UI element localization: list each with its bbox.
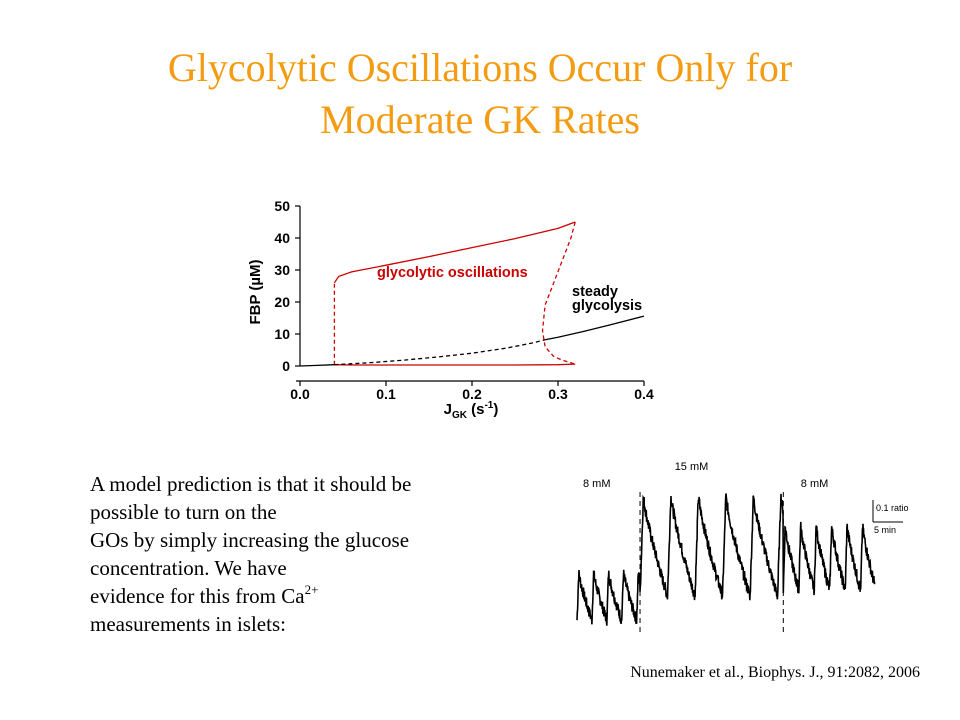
x-tick-label: 0.3 — [548, 386, 568, 402]
x-axis-label-unit: (s — [471, 401, 484, 418]
glucose-label: 8 mM — [801, 478, 829, 490]
calcium-superscript: 2+ — [304, 582, 319, 597]
x-axis-label-close: ) — [493, 401, 498, 418]
x-tick-label: 0.4 — [634, 386, 654, 402]
y-tick-label: 40 — [274, 230, 290, 246]
body-line-1: A model prediction is that it should be — [90, 472, 412, 496]
calcium-trace-annotations: 8 mM 15 mM 8 mM 0.1 ratio 5 min — [583, 461, 909, 632]
calcium-trace-series — [576, 493, 876, 626]
series-steady-stable-left — [299, 364, 335, 367]
body-line-5: evidence for this from Ca2+ — [90, 582, 520, 610]
title-line-2: Moderate GK Rates — [320, 97, 640, 142]
calcium-trace-line — [576, 493, 876, 626]
series-steady-unstable — [334, 339, 546, 366]
body-line-4: concentration. We have — [90, 556, 287, 580]
annotation-glycolysis: glycolysis — [572, 298, 642, 314]
title-line-1: Glycolytic Oscillations Occur Only for — [167, 45, 793, 90]
x-axis-label-main: J — [444, 401, 452, 418]
annotation-steady: steady — [572, 284, 618, 300]
x-tick-label: 0.0 — [290, 386, 310, 402]
bifurcation-axes: 0 10 20 30 40 50 0.0 0.1 0.2 0.3 0.4 — [274, 198, 654, 402]
series-steady-stable-right — [544, 315, 645, 341]
body-line-6: measurements in islets: — [90, 612, 286, 636]
y-tick-label: 0 — [282, 358, 290, 374]
glucose-label: 8 mM — [583, 478, 611, 490]
glucose-label: 15 mM — [675, 461, 709, 473]
bifurcation-labels: glycolytic oscillations steady glycolysi… — [247, 259, 642, 421]
y-tick-label: 20 — [274, 294, 290, 310]
citation: Nunemaker et al., Biophys. J., 91:2082, … — [630, 664, 920, 681]
slide-title: Glycolytic Oscillations Occur Only for M… — [0, 42, 960, 146]
x-axis-label-sub: GK — [452, 410, 468, 421]
y-tick-label: 50 — [274, 198, 290, 214]
body-line-2: possible to turn on the — [90, 500, 277, 524]
body-text: A model prediction is that it should be … — [90, 470, 520, 638]
series-oscillation-min — [334, 363, 576, 366]
body-line-5-text: evidence for this from Ca — [90, 584, 305, 608]
scale-bar-time-label: 5 min — [874, 525, 896, 535]
x-axis-label: JGK (s-1) — [444, 400, 499, 421]
x-tick-label: 0.2 — [462, 386, 482, 402]
x-axis-label-sup: -1 — [484, 400, 493, 411]
series-oscillation-right-edge — [541, 221, 576, 365]
series-oscillation-max — [333, 221, 576, 284]
scale-bar-ratio-label: 0.1 ratio — [876, 503, 909, 513]
bifurcation-series — [299, 221, 645, 367]
body-line-3: GOs by simply increasing the glucose — [90, 528, 410, 552]
annotation-glycolytic-oscillations: glycolytic oscillations — [377, 265, 528, 281]
y-tick-label: 10 — [274, 326, 290, 342]
x-tick-label: 0.1 — [376, 386, 396, 402]
y-tick-label: 30 — [274, 262, 290, 278]
y-axis-label: FBP (µM) — [247, 259, 264, 324]
